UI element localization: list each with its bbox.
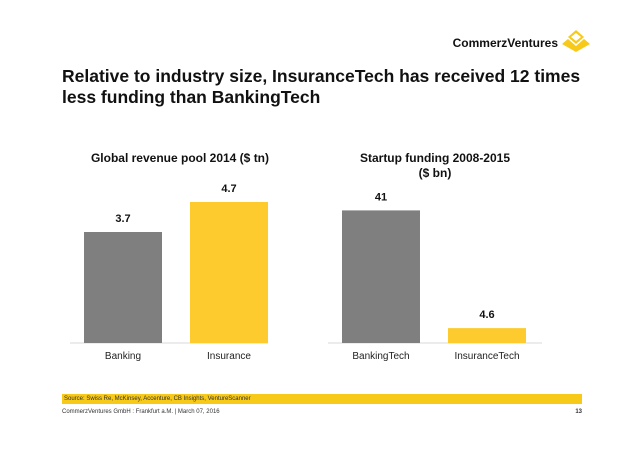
- brand-name: CommerzVentures: [452, 36, 558, 50]
- chart-2-title-line-2: ($ bn): [418, 166, 452, 180]
- chart-1-category-label-banking: Banking: [105, 351, 141, 362]
- chart-2-category-label-insurancetech: InsuranceTech: [454, 351, 519, 362]
- chart-1-bar-banking: [84, 232, 162, 343]
- chart-2-category-label-bankingtech: BankingTech: [352, 351, 409, 362]
- chart-2-title: Startup funding 2008-2015 ($ bn): [350, 151, 520, 181]
- chart-1-title: Global revenue pool 2014 ($ tn): [90, 151, 270, 165]
- page-number: 13: [575, 409, 582, 415]
- chart-2-title-line-1: Startup funding 2008-2015: [359, 151, 511, 165]
- chart-1-value-label-insurance: 4.7: [221, 183, 236, 195]
- chart-2-bar-bankingtech: [342, 210, 420, 343]
- commerzbank-logo-icon: [562, 30, 590, 52]
- chart-1-bar-insurance: [190, 202, 268, 343]
- footer-company: CommerzVentures GmbH : Frankfurt a.M. | …: [62, 409, 220, 415]
- chart-2-bar-insurancetech: [448, 328, 526, 343]
- page-title: Relative to industry size, InsuranceTech…: [62, 66, 581, 107]
- chart-1-value-label-banking: 3.7: [115, 213, 130, 225]
- chart-1-category-label-insurance: Insurance: [207, 351, 251, 362]
- chart-2-value-label-bankingtech: 41: [375, 191, 387, 203]
- chart-2-value-label-insurancetech: 4.6: [479, 309, 494, 321]
- source-bar: Source: Swiss Re, McKinsey, Accenture, C…: [62, 394, 582, 404]
